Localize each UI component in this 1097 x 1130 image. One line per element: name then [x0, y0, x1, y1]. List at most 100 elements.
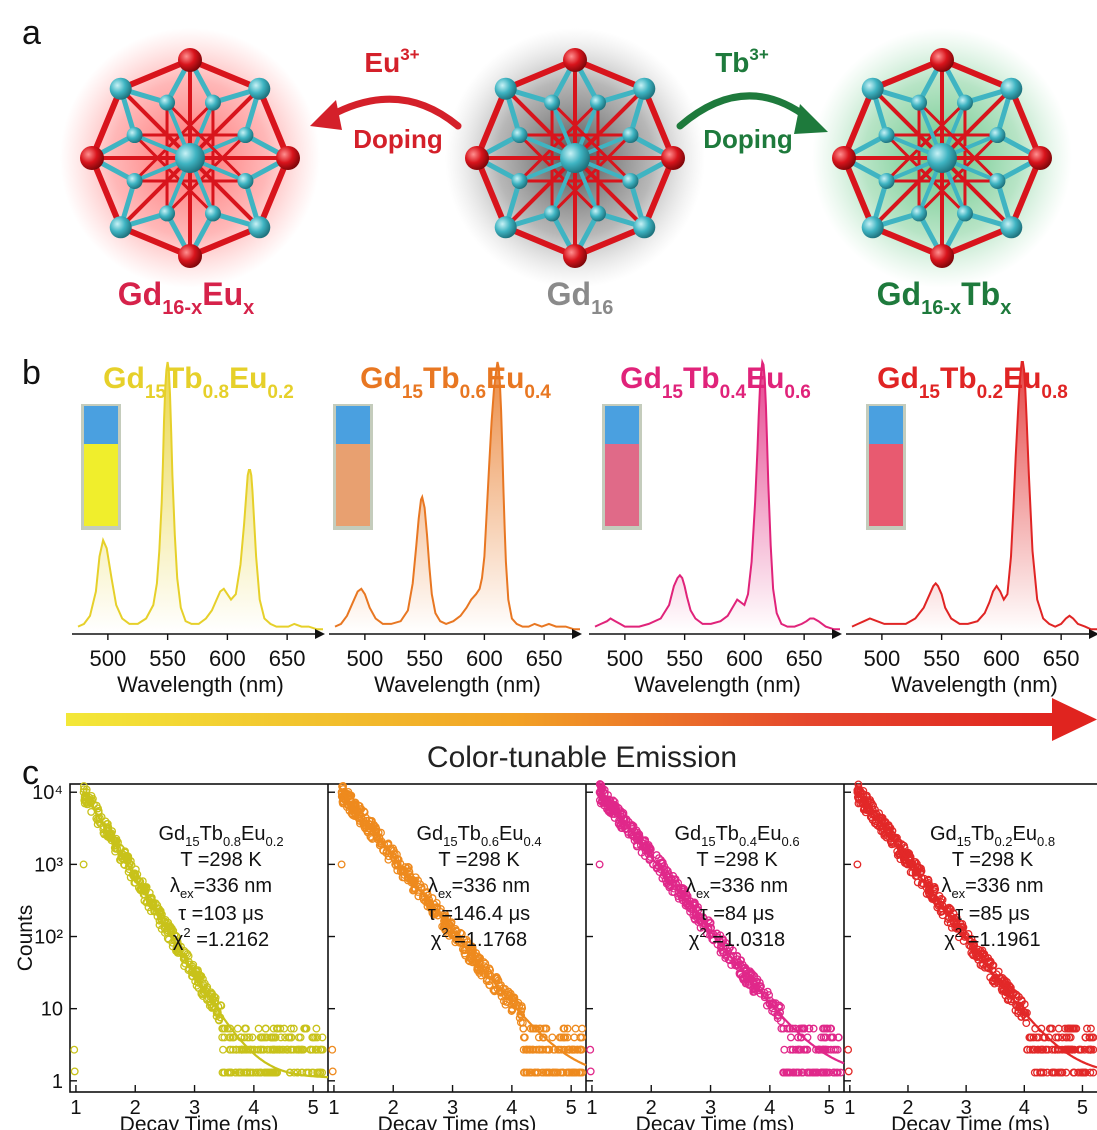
data-point: [799, 1024, 808, 1033]
y-tick-label: 10: [41, 999, 63, 1021]
data-point: [269, 1024, 278, 1033]
data-point: [70, 1067, 79, 1076]
gd-atom: [204, 205, 221, 222]
bond: [940, 156, 1013, 229]
gd-atom: [237, 172, 254, 189]
annotation-line: Gd15Tb0.8Eu0.2: [158, 823, 283, 849]
data-point: [905, 849, 914, 858]
data-point: [551, 1068, 560, 1077]
bond: [89, 156, 124, 229]
data-point: [632, 840, 641, 849]
gd-atom: [622, 127, 639, 144]
x-tick-label: 650: [526, 646, 563, 671]
data-point: [532, 1045, 541, 1054]
bond: [573, 87, 646, 160]
data-point: [1047, 1068, 1056, 1077]
data-point: [1083, 1024, 1091, 1033]
data-point: [293, 1068, 302, 1077]
data-point: [240, 1033, 249, 1042]
data-point: [197, 988, 206, 997]
spectrum-title: Gd15Tb0.4Eu0.6: [620, 362, 811, 403]
data-point: [809, 1024, 818, 1033]
o-atom: [930, 244, 954, 268]
annotation-line: Gd15Tb0.2Eu0.8: [930, 823, 1055, 849]
data-point: [945, 903, 954, 912]
data-point: [619, 809, 628, 817]
x-axis-label: Wavelength (nm): [634, 672, 801, 697]
x-tick-label: 5: [566, 1097, 577, 1119]
gd-atom: [989, 127, 1006, 144]
gd-atom: [861, 77, 884, 100]
data-point: [140, 896, 149, 905]
o-atom: [1028, 146, 1052, 170]
data-point: [318, 1033, 327, 1042]
gd16-cluster: [445, 28, 705, 288]
gd-atom: [878, 172, 895, 189]
y-tick-label: 10³: [34, 854, 63, 876]
data-point: [1003, 996, 1012, 1004]
data-point: [1089, 1068, 1097, 1077]
gd-atom: [494, 216, 517, 239]
data-point: [377, 839, 386, 848]
o-atom: [661, 146, 685, 170]
gd-atom: [589, 205, 606, 222]
panel-c-letter: c: [22, 754, 39, 792]
annotation-line: λex=336 nm: [941, 875, 1043, 901]
data-point: [296, 1033, 305, 1042]
o-atom: [563, 48, 587, 72]
bond: [504, 87, 577, 160]
x-tick-label: 1: [586, 1097, 597, 1119]
data-point: [616, 821, 625, 830]
data-point: [461, 951, 470, 960]
data-point: [573, 1045, 582, 1054]
bond: [504, 156, 577, 229]
data-point: [794, 1045, 803, 1054]
data-point: [1036, 1068, 1045, 1077]
data-point: [749, 985, 758, 994]
data-points: [70, 782, 327, 1077]
data-point: [736, 956, 745, 965]
data-point: [1054, 1024, 1063, 1033]
bond: [573, 224, 646, 259]
eu-ion-label: Eu3+: [364, 45, 419, 78]
data-point: [756, 982, 765, 991]
data-point: [302, 1024, 311, 1033]
data-point: [441, 924, 450, 933]
x-tick-label: 550: [149, 646, 186, 671]
spectrum-line: [594, 358, 840, 631]
data-point: [632, 826, 641, 835]
data-point: [239, 1045, 248, 1054]
x-tick-label: 4: [248, 1097, 259, 1119]
data-point: [499, 997, 508, 1006]
data-point: [543, 1068, 552, 1077]
data-point: [372, 824, 381, 833]
bond: [1008, 156, 1043, 229]
data-point: [1069, 1068, 1078, 1077]
vial-cap: [84, 406, 118, 444]
data-point: [1033, 1068, 1041, 1077]
spectrum-fill: [335, 362, 580, 632]
data-point: [79, 788, 88, 797]
data-point: [833, 1045, 842, 1054]
panel-b-letter: b: [22, 354, 41, 392]
data-point: [519, 1045, 528, 1054]
data-point: [246, 1068, 255, 1077]
data-point: [660, 862, 669, 871]
data-point: [658, 858, 667, 867]
data-point: [541, 1024, 550, 1033]
annotation-line: T =298 K: [696, 849, 778, 871]
gd-atom: [861, 216, 884, 239]
data-point: [447, 924, 456, 933]
data-point: [786, 1045, 795, 1054]
eu-arrow-head-icon: [310, 100, 342, 130]
data-point: [785, 1068, 794, 1077]
data-point: [1054, 1033, 1063, 1042]
data-point: [554, 1045, 563, 1054]
gd-center-atom: [927, 143, 957, 173]
fit-curve: [340, 791, 587, 1067]
data-point: [254, 1024, 263, 1033]
spectrum-line: [334, 361, 580, 631]
spectrum-title: Gd15Tb0.2Eu0.8: [877, 362, 1068, 403]
annotation-line: χ2 =1.2162: [173, 925, 269, 951]
